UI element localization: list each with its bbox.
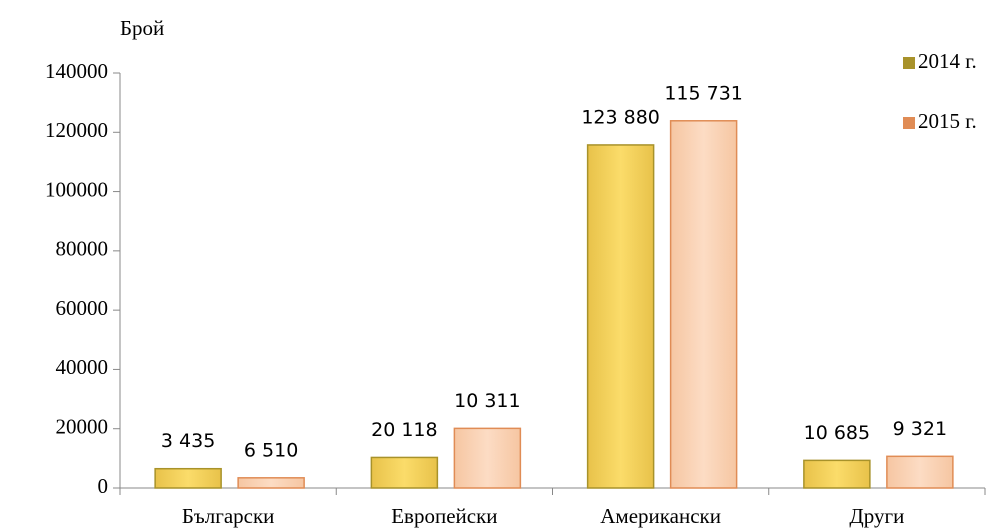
value-label: 123 880 [581, 106, 660, 128]
bar [154, 467, 222, 489]
bar [586, 144, 655, 489]
bar [370, 456, 439, 489]
legend-label: 2014 г. [918, 49, 977, 73]
y-tick-label: 100000 [45, 177, 108, 201]
bar [669, 120, 738, 489]
x-tick-label: Български [182, 504, 275, 528]
y-tick-label: 0 [98, 474, 109, 498]
bar [803, 459, 871, 489]
x-tick-label: Други [849, 504, 904, 528]
value-label: 20 118 [371, 419, 437, 441]
y-tick-label: 80000 [56, 237, 109, 261]
value-label: 10 685 [804, 422, 870, 444]
value-label: 6 510 [244, 439, 298, 461]
y-axis-label: Брой [120, 16, 164, 40]
value-label: 115 731 [664, 82, 743, 104]
bar [453, 427, 522, 489]
x-tick-label: Европейски [391, 504, 497, 528]
y-tick-label: 120000 [45, 118, 108, 142]
x-tick-label: Американски [600, 504, 721, 528]
y-tick-label: 20000 [56, 415, 109, 439]
legend-swatch [903, 57, 915, 69]
value-label: 10 311 [454, 390, 520, 412]
y-tick-label: 140000 [45, 59, 108, 83]
legend-swatch [903, 117, 915, 129]
bar [237, 477, 305, 489]
legend-label: 2015 г. [918, 109, 977, 133]
bar [886, 455, 954, 489]
y-tick-label: 40000 [56, 355, 109, 379]
value-label: 3 435 [161, 430, 215, 452]
value-label: 9 321 [893, 418, 947, 440]
y-tick-label: 60000 [56, 296, 109, 320]
